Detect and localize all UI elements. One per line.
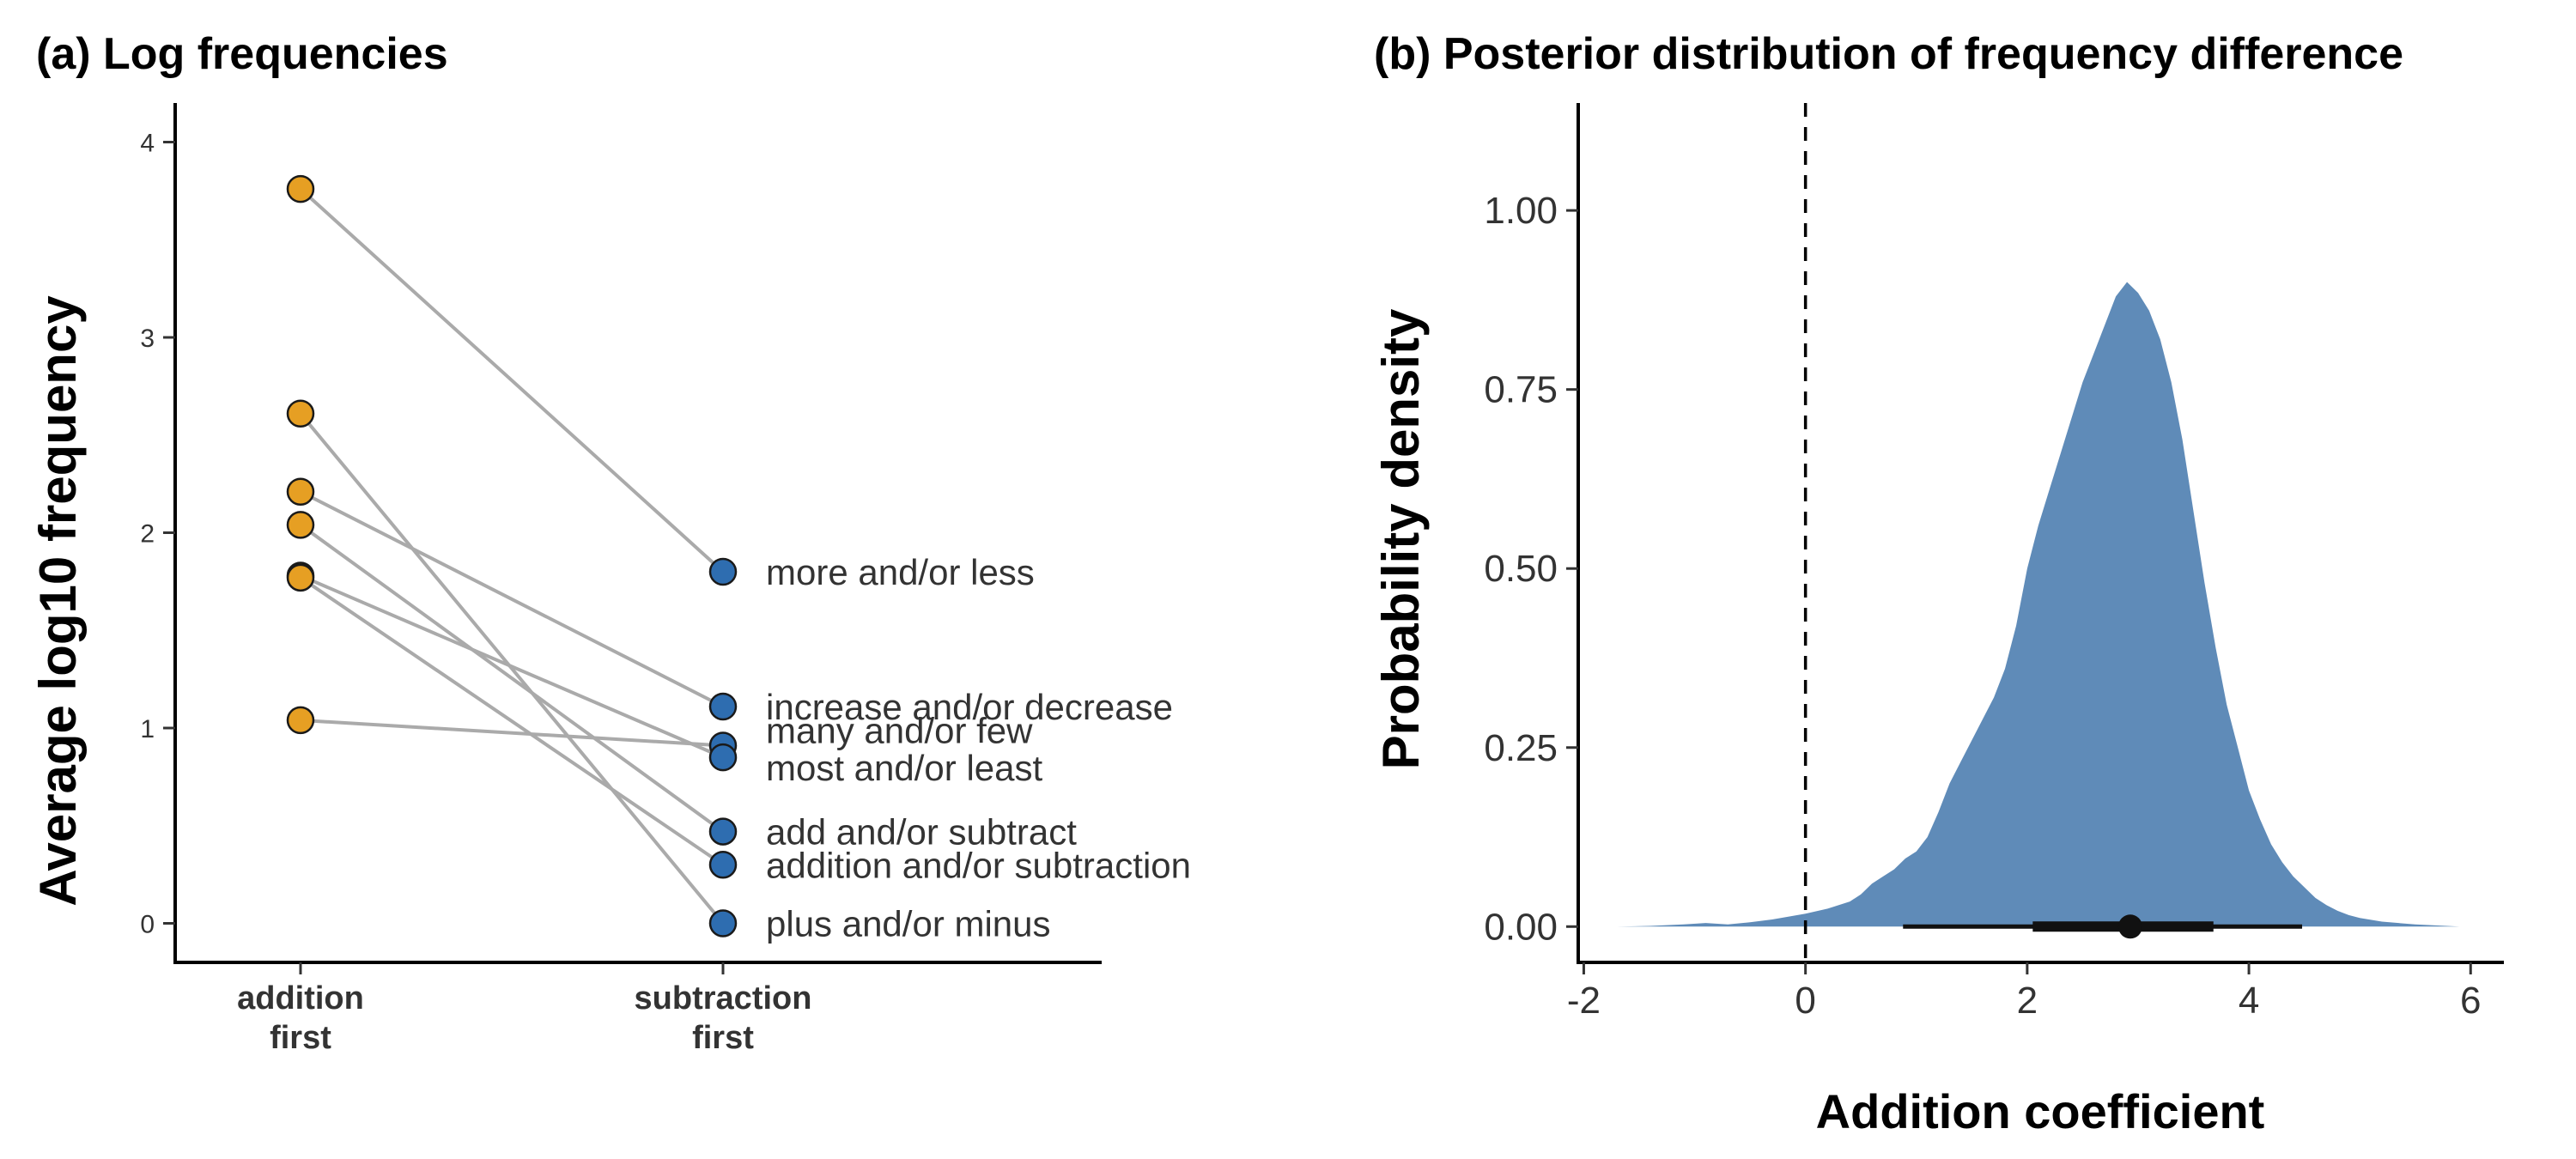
pair-connector-line — [299, 523, 725, 834]
pair-label: add and/or subtract — [766, 812, 1077, 853]
addition-first-point — [286, 706, 315, 735]
panel-a-points — [286, 174, 738, 938]
panel-a-y-tick-label: 0 — [140, 911, 155, 939]
panel-a-y-tick-label: 4 — [140, 130, 155, 158]
pair-label: addition and/or subtraction — [766, 845, 1191, 885]
subtraction-first-point — [708, 743, 738, 772]
panel-b-title: (b) Posterior distribution of frequency … — [1374, 29, 2403, 79]
posterior-density-area — [1617, 282, 2460, 927]
panel-b-x-tick-label: 0 — [1795, 980, 1815, 1022]
panel-b-y-tick-label: 1.00 — [1484, 190, 1558, 232]
subtraction-first-point — [708, 851, 738, 879]
pair-label: increase and/or decrease — [766, 687, 1173, 727]
panel-b-x-axis-label: Addition coefficient — [1816, 1084, 2265, 1138]
panel-b-y-axis-label: Probability density — [1372, 308, 1430, 769]
panel-b-x-tick-label: 6 — [2460, 980, 2481, 1022]
panel-b-x-tick-label: 2 — [2017, 980, 2038, 1022]
addition-first-point — [286, 174, 315, 203]
pair-connector-line — [299, 187, 725, 573]
panel-b-y-tick-label: 0.00 — [1484, 906, 1558, 948]
panel-a: (a) Log frequencies Average log10 freque… — [29, 29, 1191, 1056]
panel-a-y-tick-label: 3 — [140, 325, 155, 353]
panel-a-y-ticks: 0 1 2 3 4 — [140, 130, 175, 939]
panel-b-y-tick-label: 0.50 — [1484, 548, 1558, 590]
panel-a-x-tick-label: subtraction first — [635, 980, 812, 1056]
addition-first-point — [286, 511, 315, 539]
pair-connector-line — [299, 412, 725, 925]
pair-label: many and/or few — [766, 710, 1033, 750]
panel-b-y-tick-label: 0.25 — [1484, 727, 1558, 769]
panel-a-x-tick-label-line: addition — [237, 980, 364, 1016]
panel-a-x-tick-label-line: first — [270, 1020, 331, 1056]
panel-a-x-tick-label: addition first — [237, 980, 364, 1056]
pair-connector-line — [299, 576, 725, 866]
panel-b-x-ticks: -2 0 2 4 6 — [1567, 962, 2482, 1022]
panel-a-y-tick-label: 1 — [140, 715, 155, 743]
subtraction-first-point — [708, 909, 738, 938]
subtraction-first-point — [708, 692, 738, 721]
panel-a-title: (a) Log frequencies — [36, 29, 448, 79]
panel-a-x-ticks: addition first subtraction first — [237, 962, 811, 1056]
pair-label: plus and/or minus — [766, 904, 1051, 944]
panel-a-connecting-lines — [299, 187, 725, 925]
panel-a-x-tick-label-line: subtraction — [635, 980, 812, 1016]
pair-connector-line — [300, 718, 724, 748]
addition-first-point — [286, 399, 315, 428]
subtraction-first-point — [708, 557, 738, 586]
panel-a-y-axis-label: Average log10 frequency — [29, 295, 87, 907]
panel-a-x-tick-label-line: first — [692, 1020, 754, 1056]
panel-a-y-tick-label: 2 — [140, 520, 155, 549]
panel-b-x-tick-label: 4 — [2239, 980, 2259, 1022]
panel-b-x-tick-label: -2 — [1567, 980, 1601, 1022]
panel-b-y-tick-label: 0.75 — [1484, 369, 1558, 411]
panel-b: (b) Posterior distribution of frequency … — [1372, 29, 2504, 1138]
panel-b-y-ticks: 0.00 0.25 0.50 0.75 1.00 — [1484, 190, 1578, 948]
subtraction-first-point — [708, 817, 738, 846]
addition-first-point — [286, 477, 315, 506]
panel-a-point-labels: more and/or less increase and/or decrease… — [766, 552, 1191, 944]
pair-connector-line — [300, 489, 724, 708]
pair-label: most and/or least — [766, 748, 1042, 788]
addition-first-point — [286, 563, 315, 592]
point-estimate — [2117, 914, 2142, 939]
pair-label: more and/or less — [766, 552, 1035, 592]
